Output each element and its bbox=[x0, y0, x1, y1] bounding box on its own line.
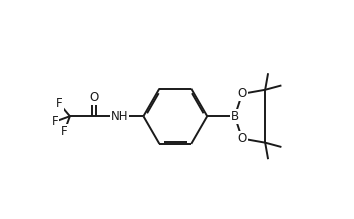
Text: O: O bbox=[238, 87, 247, 100]
Text: NH: NH bbox=[110, 110, 128, 123]
Text: F: F bbox=[56, 97, 63, 110]
Text: F: F bbox=[51, 115, 58, 128]
Text: O: O bbox=[90, 91, 99, 104]
Text: O: O bbox=[238, 132, 247, 145]
Text: F: F bbox=[61, 125, 68, 138]
Text: B: B bbox=[231, 110, 239, 123]
